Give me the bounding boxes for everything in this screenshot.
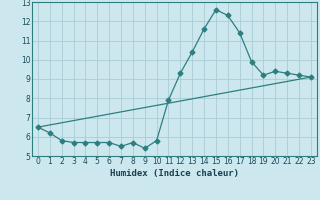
X-axis label: Humidex (Indice chaleur): Humidex (Indice chaleur)	[110, 169, 239, 178]
